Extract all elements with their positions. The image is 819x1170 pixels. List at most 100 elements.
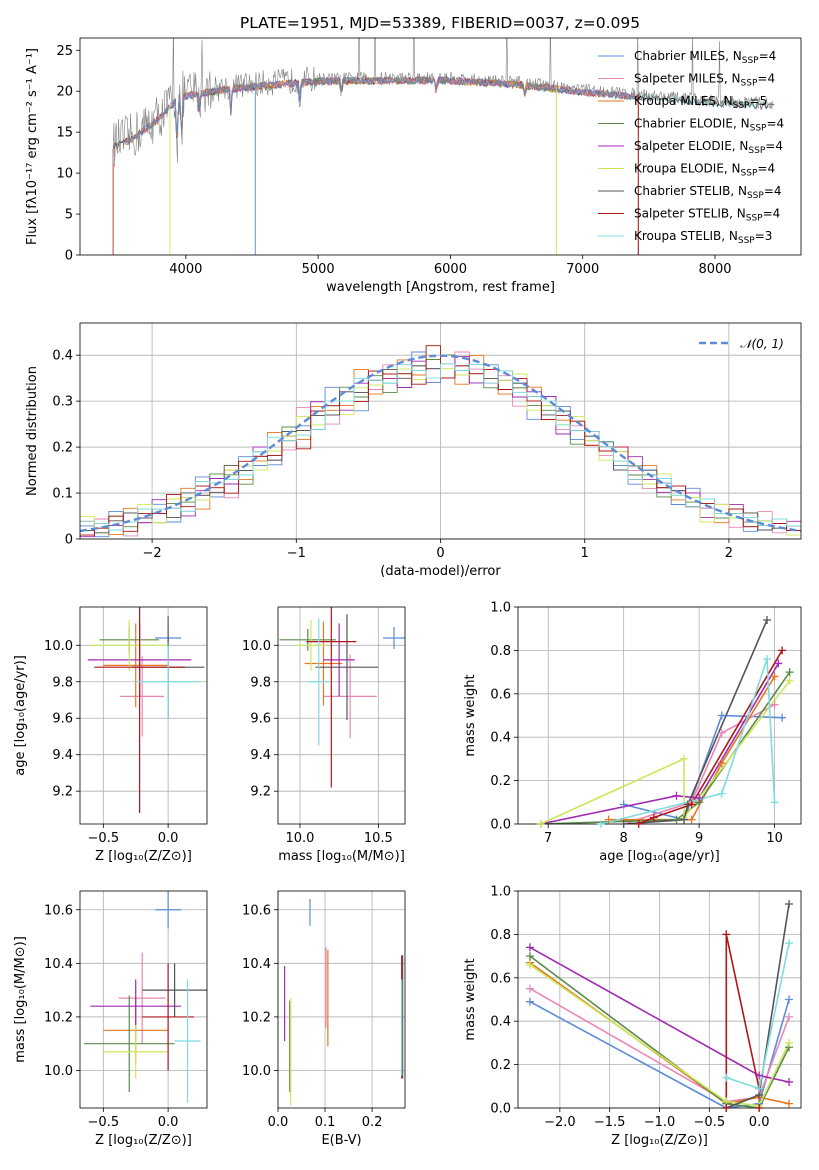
weight-marker-kroupa_stelib	[722, 1073, 731, 1082]
y-tick-label: 25	[56, 44, 73, 59]
legend-suffix: =3	[755, 229, 773, 243]
chart-title: PLATE=1951, MJD=53389, FIBERID=0037, z=0…	[240, 14, 640, 32]
weight-marker-salpeter_stelib	[634, 820, 643, 828]
x-tick-label: −2.0	[544, 1115, 576, 1130]
legend-name: Kroupa ELODIE, N	[634, 162, 741, 176]
weight-marker-salpeter_elodie	[672, 791, 681, 800]
x-axis-label: Z [log₁₀(Z/Z⊙)]	[95, 849, 192, 864]
weight-marker-kroupa_stelib	[785, 939, 794, 948]
plot-area	[83, 891, 207, 1103]
weight-marker-chabrier_miles	[785, 995, 794, 1004]
y-tick-label: 0.1	[52, 487, 73, 502]
y-tick-label: 0.2	[490, 1058, 511, 1073]
axes: −0.5 0.0 9.2 9.4 9.6 9.8 10.0 Z [log₁₀(Z/Z⊙)] ag…	[13, 606, 208, 864]
legend-label-kroupa_elodie: Kroupa ELODIE, NSSP=4	[634, 162, 775, 179]
weight-marker-salpeter_elodie	[755, 1071, 764, 1080]
weight-marker-salpeter_stelib	[687, 800, 696, 809]
weight-marker-salpeter_stelib	[755, 1104, 764, 1112]
legend-name: Salpeter STELIB, N	[634, 207, 746, 221]
y-tick-label: 0.6	[490, 687, 511, 702]
grid	[277, 891, 405, 1108]
weight-line-salpeter_miles	[529, 987, 790, 1103]
y-tick-label: 0.2	[52, 441, 73, 456]
weight-marker-salpeter_miles	[525, 984, 534, 993]
x-tick-label: −1.5	[594, 1115, 626, 1130]
y-tick-label: 9.6	[52, 712, 73, 727]
y-tick-label: 9.2	[52, 785, 73, 800]
y-tick-label: 10.0	[242, 1064, 271, 1079]
y-tick-label: 9.8	[250, 675, 271, 690]
weight-marker-chabrier_miles	[717, 711, 726, 720]
x-tick-label: 2	[725, 546, 733, 561]
weight-marker-salpeter_stelib	[722, 1104, 731, 1112]
axes-frame	[517, 890, 802, 1109]
y-tick-label: 10.6	[242, 903, 271, 918]
plot-area	[279, 607, 405, 788]
weight-marker-kroupa_miles	[785, 1099, 794, 1108]
weight-marker-kroupa_elodie	[680, 754, 689, 763]
legend-name: Salpeter ELODIE, N	[634, 139, 748, 153]
weight-marker-kroupa_elodie	[785, 676, 794, 685]
legend-name: Chabrier MILES, N	[634, 49, 742, 63]
y-tick-label: 10.4	[44, 957, 73, 972]
y-tick-label: 9.4	[250, 748, 271, 763]
weight-marker-salpeter_elodie	[785, 1077, 794, 1086]
legend-label-normal: 𝒩(0, 1)	[740, 337, 784, 351]
panel-residuals: −2 −1 0 1 2 0 0.1 0.2 0.3 0.4 (data-model)/error No…	[25, 322, 802, 579]
axes: −2.0 −1.5 −1.0 −0.5 0.0 0.0 0.2 0.4 0.6 0.8 1.0 Z […	[463, 885, 802, 1148]
x-tick-label: −0.5	[694, 1115, 726, 1130]
y-axis-label: mass weight	[463, 958, 478, 1040]
x-axis-label: age [log₁₀(age/yr)]	[599, 849, 720, 864]
legend-label-kroupa_stelib: Kroupa STELIB, NSSP=3	[634, 229, 772, 246]
x-tick-label: −1.0	[644, 1115, 676, 1130]
y-tick-label: 0.6	[490, 971, 511, 986]
weight-marker-kroupa_elodie	[525, 960, 534, 969]
y-tick-label: 9.6	[250, 712, 271, 727]
y-tick-label: 15	[56, 126, 73, 141]
weight-marker-salpeter_elodie	[774, 659, 783, 668]
y-axis-label: mass weight	[463, 674, 478, 756]
y-tick-label: 0	[65, 249, 73, 264]
weight-marker-chabrier_miles	[778, 713, 787, 722]
y-tick-label: 20	[56, 85, 73, 100]
weight-marker-chabrier_stelib	[763, 616, 772, 625]
y-tick-label: 9.2	[250, 785, 271, 800]
y-tick-label: 10.0	[242, 639, 271, 654]
weight-line-chabrier_stelib	[623, 619, 768, 824]
legend-subscript: SSP	[733, 101, 750, 111]
histogram-salpeter_stelib	[80, 345, 801, 536]
x-tick-label: 6000	[434, 262, 467, 277]
weight-line-kroupa_elodie	[529, 964, 790, 1107]
y-tick-label: 0.3	[52, 395, 73, 410]
weight-marker-kroupa_miles	[770, 672, 779, 681]
histogram-kroupa_stelib	[80, 363, 801, 531]
axes: 10.0 10.5 9.2 9.4 9.6 9.8 10.0 mass [log₁₀(M/M⊙…	[242, 606, 406, 864]
axes-frame	[79, 37, 802, 256]
weight-marker-chabrier_elodie	[525, 952, 534, 961]
legend-suffix: =4	[757, 162, 775, 176]
observed-spectrum-line	[112, 38, 773, 168]
y-tick-label: 0.8	[490, 928, 511, 943]
axes: 0.0 0.1 0.2 10.0 10.2 10.4 10.6 E(B-V)	[242, 890, 406, 1148]
legend-label-chabrier_stelib: Chabrier STELIB, NSSP=4	[634, 184, 782, 201]
panel-age_vs_Z: −0.5 0.0 9.2 9.4 9.6 9.8 10.0 Z [log₁₀(Z/Z⊙)] ag…	[13, 606, 208, 864]
y-tick-label: 0.4	[490, 1015, 511, 1030]
legend-label-chabrier_miles: Chabrier MILES, NSSP=4	[634, 49, 776, 66]
legend-subscript: SSP	[738, 236, 755, 246]
axes: −2 −1 0 1 2 0 0.1 0.2 0.3 0.4 (data-model)/error No…	[25, 322, 802, 579]
y-axis-label: Flux [fλ10⁻¹⁷ erg cm⁻² s⁻¹ A⁻¹]	[25, 48, 40, 245]
axes-frame	[79, 890, 208, 1109]
legend-subscript: SSP	[742, 56, 759, 66]
weight-marker-chabrier_elodie	[672, 815, 681, 824]
y-tick-label: 9.8	[52, 675, 73, 690]
weight-marker-salpeter_miles	[785, 1012, 794, 1021]
y-tick-label: 10.0	[44, 1064, 73, 1079]
x-axis-label: Z [log₁₀(Z/Z⊙)]	[611, 1133, 708, 1148]
weight-marker-chabrier_stelib	[785, 900, 794, 909]
y-tick-label: 10.2	[242, 1010, 271, 1025]
panel-weight_vs_Z: −2.0 −1.5 −1.0 −0.5 0.0 0.0 0.2 0.4 0.6 0.8 1.0 Z […	[463, 885, 802, 1148]
x-axis-label: mass [log₁₀(M/M⊙)]	[278, 849, 405, 864]
x-axis-label: wavelength [Angstrom, rest frame]	[326, 280, 555, 295]
legend-name: Chabrier ELODIE, N	[634, 117, 750, 131]
